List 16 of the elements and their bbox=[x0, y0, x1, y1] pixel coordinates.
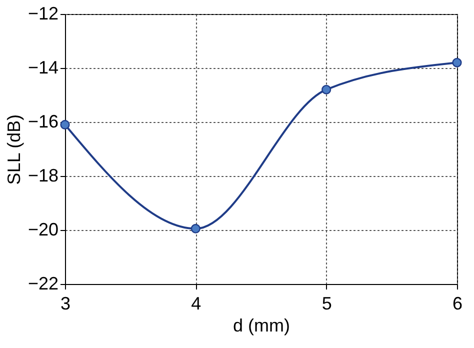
point bbox=[322, 84, 332, 94]
point bbox=[452, 58, 462, 68]
x-tick-label: 5 bbox=[322, 294, 332, 314]
y-tick-label: −16 bbox=[28, 112, 58, 132]
y-axis-title: SLL (dB) bbox=[4, 114, 24, 185]
y-tick-label: −12 bbox=[28, 4, 58, 24]
y-tick-label: −14 bbox=[28, 58, 58, 78]
point bbox=[60, 120, 70, 130]
y-tick-label: −18 bbox=[28, 166, 58, 186]
y-tick-label: −20 bbox=[28, 220, 58, 240]
y-tick-label: −22 bbox=[28, 274, 58, 294]
point bbox=[190, 224, 200, 234]
x-tick-label: 4 bbox=[191, 294, 202, 314]
x-tick-label: 3 bbox=[60, 294, 71, 314]
x-axis-title: d (mm) bbox=[233, 316, 290, 336]
x-tick-label: 6 bbox=[452, 294, 463, 314]
